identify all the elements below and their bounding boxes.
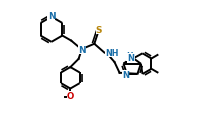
Text: S: S xyxy=(96,26,102,35)
Text: N: N xyxy=(127,54,134,63)
Text: N: N xyxy=(48,12,55,21)
Text: N: N xyxy=(122,70,129,79)
Text: O: O xyxy=(67,91,74,100)
Text: NH: NH xyxy=(105,49,118,58)
Text: H: H xyxy=(127,52,133,61)
Text: N: N xyxy=(78,46,86,55)
